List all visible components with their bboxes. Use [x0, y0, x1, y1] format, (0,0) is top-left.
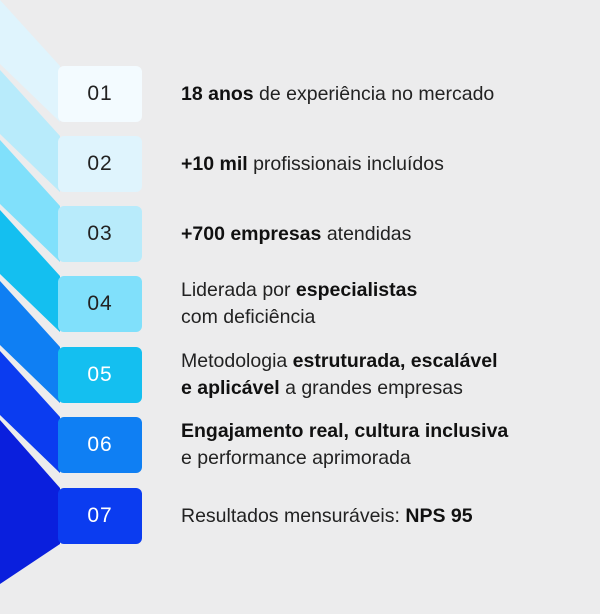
- feature-line: e aplicável a grandes empresas: [181, 375, 591, 402]
- number-badge-04: 04: [58, 276, 142, 332]
- highlight-text: e aplicável: [181, 377, 280, 399]
- highlight-text: +10 mil: [181, 152, 248, 175]
- body-text: com deficiência: [181, 306, 316, 328]
- number-badge-07: 07: [58, 488, 142, 544]
- highlight-text: especialistas: [295, 279, 418, 301]
- feature-line: Liderada por especialistas: [181, 277, 591, 304]
- ribbon-band-01: [0, 0, 60, 122]
- feature-text-07: Resultados mensuráveis: NPS 95: [181, 484, 591, 548]
- feature-text-05: Metodologia estruturada, escalável e apli…: [181, 343, 591, 407]
- number-badge-01: 01: [58, 66, 142, 122]
- body-text: Resultados mensuráveis:: [181, 504, 406, 527]
- highlight-text: +700 empresas: [181, 222, 322, 245]
- feature-line: 18 anos de experiência no mercado: [181, 81, 591, 108]
- body-text: e performance aprimorada: [181, 447, 411, 469]
- number-badge-03: 03: [58, 206, 142, 262]
- highlight-text: Engajamento real, cultura inclusiva: [181, 420, 509, 442]
- number-badge-06: 06: [58, 417, 142, 473]
- body-text: atendidas: [321, 222, 412, 245]
- highlight-text: 18 anos: [181, 82, 254, 105]
- number-badge-05: 05: [58, 347, 142, 403]
- body-text: de experiência no mercado: [253, 82, 495, 105]
- feature-line: +700 empresas atendidas: [181, 221, 591, 248]
- feature-line: Metodologia estruturada, escalável: [181, 348, 591, 375]
- feature-line: com deficiência: [181, 304, 591, 331]
- highlight-text: estruturada, escalável: [292, 350, 498, 372]
- feature-text-02: +10 mil profissionais incluídos: [181, 132, 591, 196]
- feature-line: e performance aprimorada: [181, 445, 591, 472]
- ribbon-band-04: [0, 210, 60, 332]
- ribbon-band-05: [0, 281, 60, 403]
- number-badge-02: 02: [58, 136, 142, 192]
- feature-line: +10 mil profissionais incluídos: [181, 151, 591, 178]
- feature-line: Engajamento real, cultura inclusiva: [181, 418, 591, 445]
- body-text: a grandes empresas: [279, 377, 463, 399]
- feature-text-04: Liderada por especialistas com deficiênci…: [181, 272, 591, 336]
- feature-text-03: +700 empresas atendidas: [181, 202, 591, 266]
- body-text: Liderada por: [181, 279, 296, 301]
- ribbon-band-06: [0, 351, 60, 473]
- feature-text-06: Engajamento real, cultura inclusiva e per…: [181, 413, 591, 477]
- feature-text-01: 18 anos de experiência no mercado: [181, 62, 591, 126]
- body-text: Metodologia: [181, 350, 293, 372]
- ribbon-band-02: [0, 70, 60, 192]
- highlight-text: NPS 95: [405, 504, 473, 527]
- ribbon-band-03: [0, 140, 60, 262]
- ribbon-band-07: [0, 420, 60, 584]
- body-text: profissionais incluídos: [247, 152, 444, 175]
- feature-line: Resultados mensuráveis: NPS 95: [181, 503, 591, 530]
